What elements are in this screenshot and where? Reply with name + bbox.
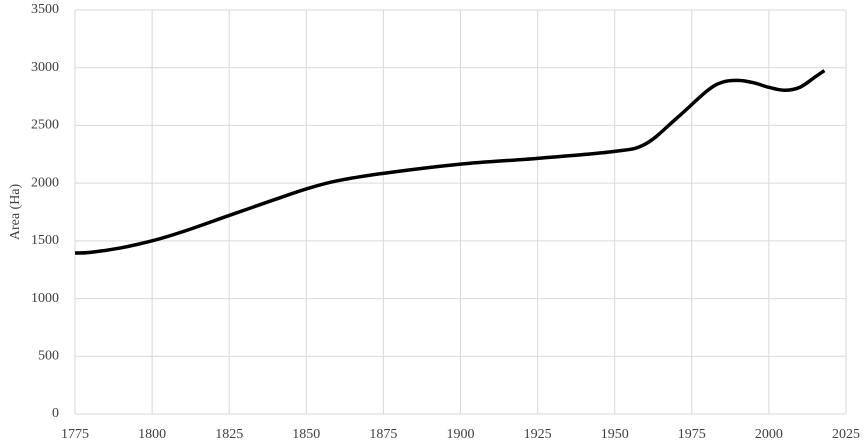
x-tick-label: 1850 (292, 427, 320, 442)
x-tick-label: 1975 (678, 427, 706, 442)
y-tick-label: 3500 (31, 2, 59, 17)
y-tick-label: 1500 (31, 233, 59, 248)
y-axis-label: Area (Ha) (8, 183, 23, 240)
x-tick-label: 1950 (601, 427, 629, 442)
y-tick-label: 3000 (31, 60, 59, 75)
y-tick-label: 500 (38, 349, 59, 364)
x-tick-label: 1775 (61, 427, 89, 442)
x-tick-label: 1825 (215, 427, 243, 442)
x-tick-label: 1800 (138, 427, 166, 442)
x-tick-label: 1925 (524, 427, 552, 442)
y-tick-label: 1000 (31, 291, 59, 306)
data-line (74, 69, 826, 255)
y-tick-label: 2500 (31, 118, 59, 133)
x-tick-label: 2000 (755, 427, 783, 442)
y-tick-label: 2000 (31, 175, 59, 190)
x-tick-label: 1875 (369, 427, 397, 442)
x-tick-label: 2025 (832, 427, 860, 442)
x-tick-label: 1900 (447, 427, 475, 442)
y-tick-label: 0 (52, 406, 59, 421)
